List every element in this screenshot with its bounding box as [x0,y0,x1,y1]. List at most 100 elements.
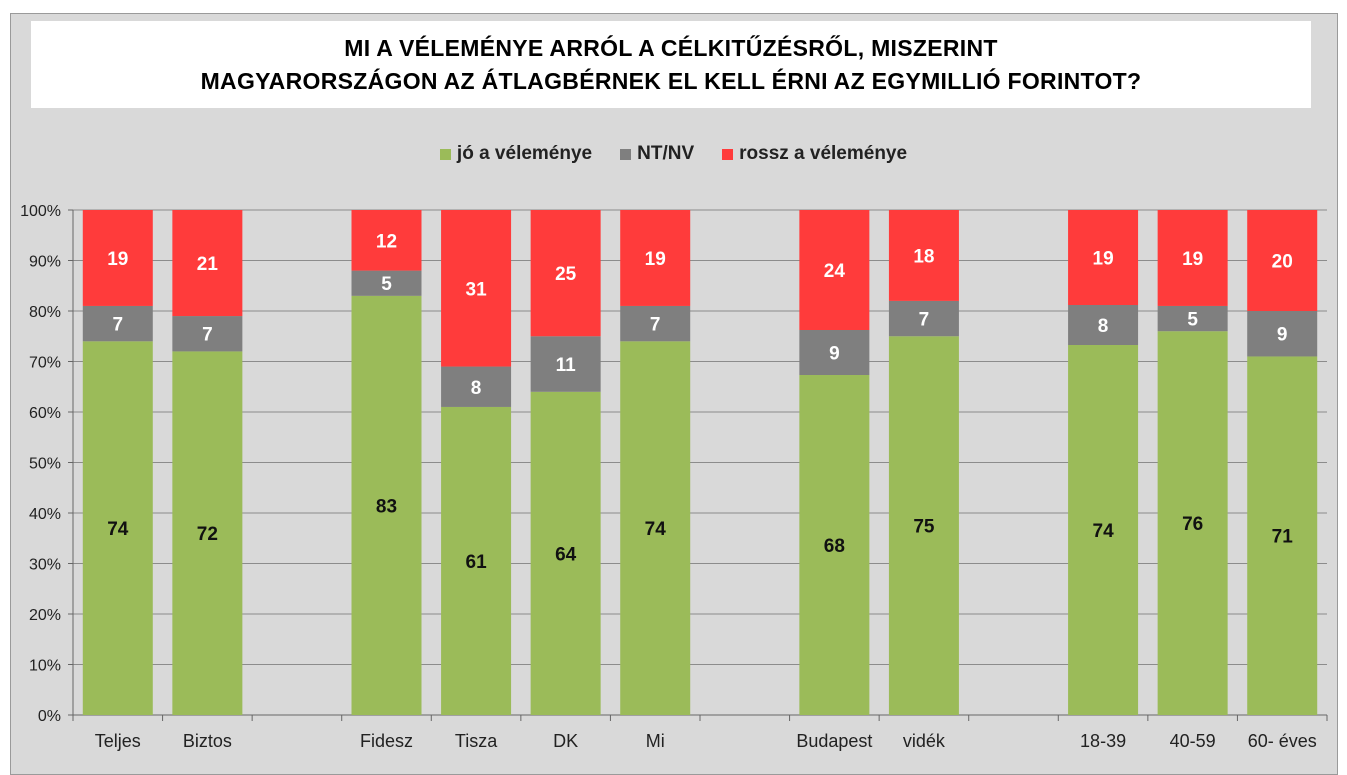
bar-segment [1157,305,1228,332]
data-label: 19 [645,249,666,270]
bar-segment [82,341,153,715]
data-label: 8 [471,378,482,399]
data-label: 74 [645,519,667,540]
bar-segment [1247,311,1318,357]
data-label: 72 [197,524,218,545]
bar-segment [1247,210,1318,311]
bar-segment [1157,331,1228,715]
plot-area: 0%10%20%30%40%50%60%70%80%90%100%74719Te… [20,203,1328,751]
bar-segment [530,336,601,392]
bar-segment [351,270,422,296]
data-label: 74 [107,519,129,540]
bar-segment [888,210,959,301]
y-tick-label: 50% [29,456,61,473]
data-label: 75 [913,517,935,538]
bar-segment [1068,345,1139,715]
chart-title: MI A VÉLEMÉNYE ARRÓL A CÉLKITŰZÉSRŐL, MI… [31,21,1311,108]
legend-item-jo: jó a véleménye [439,143,593,165]
data-label: 61 [466,552,488,573]
category-label: 18-39 [1080,731,1126,751]
y-tick-label: 10% [29,658,61,675]
data-label: 83 [376,496,397,517]
bar-segment [441,406,512,715]
bar-segment [799,210,870,330]
legend-label: rossz a véleménye [739,143,908,164]
bar-segment [620,341,691,715]
bar-segment [1247,356,1318,715]
data-label: 7 [919,310,930,331]
data-label: 64 [555,544,577,565]
bar-segment [530,391,601,715]
legend-item-ntnv: NT/NV [620,143,694,165]
legend-item-rossz: rossz a véleménye [722,143,907,165]
bar-segment [351,210,422,271]
category-label: Budapest [796,731,872,751]
bar-segment [441,210,512,367]
legend-swatch [620,148,632,160]
y-tick-label: 0% [38,708,61,725]
title-line-1: MI A VÉLEMÉNYE ARRÓL A CÉLKITŰZÉSRŐL, MI… [344,34,998,61]
bar-segment [1157,210,1228,306]
y-tick-label: 60% [29,405,61,422]
data-label: 8 [1098,316,1109,337]
bar-segment [441,366,512,407]
bar-segment [1068,305,1139,345]
legend-label: jó a véleménye [456,143,593,164]
y-tick-label: 90% [29,254,61,271]
data-label: 20 [1272,252,1293,273]
category-label: Teljes [95,731,141,751]
legend-swatch [439,148,451,160]
bar-segment [888,300,959,337]
data-label: 5 [1187,310,1198,331]
category-label: vidék [903,731,946,751]
title-line-2: MAGYARORSZÁGON AZ ÁTLAGBÉRNEK EL KELL ÉR… [200,67,1142,94]
data-label: 21 [197,254,219,275]
bar-segment [620,210,691,306]
bar-segment [82,210,153,306]
data-label: 76 [1182,514,1203,535]
data-label: 5 [381,274,392,295]
bar-segment [799,375,870,715]
category-label: Mi [646,731,665,751]
data-label: 24 [824,261,846,282]
data-label: 19 [107,249,128,270]
bar-segment [172,210,243,317]
y-tick-label: 100% [20,203,61,220]
data-label: 71 [1272,527,1294,548]
bar-segment [351,295,422,715]
data-label: 9 [1277,325,1288,346]
legend-label: NT/NV [637,143,695,164]
data-label: 9 [829,344,840,365]
bar-segment [172,316,243,352]
category-label: 60- éves [1248,731,1317,751]
category-label: DK [553,731,578,751]
y-tick-label: 80% [29,304,61,321]
bar-segment [799,330,870,375]
category-label: 40-59 [1170,731,1216,751]
bar-segment [1068,210,1139,305]
data-label: 11 [556,355,577,376]
category-label: Fidesz [360,731,413,751]
data-label: 18 [913,246,934,267]
y-tick-label: 70% [29,355,61,372]
y-tick-label: 40% [29,506,61,523]
data-label: 19 [1093,249,1114,270]
data-label: 31 [466,279,488,300]
data-label: 7 [650,315,661,336]
data-label: 7 [112,315,123,336]
data-label: 25 [555,264,577,285]
data-label: 68 [824,536,845,557]
data-label: 19 [1182,249,1203,270]
legend-swatch [722,148,734,160]
data-label: 74 [1093,521,1115,542]
bar-segment [888,336,959,715]
y-tick-label: 30% [29,557,61,574]
bar-segment [620,305,691,342]
category-label: Biztos [183,731,232,751]
data-label: 7 [202,325,213,346]
bar-segment [172,351,243,715]
category-label: Tisza [455,731,498,751]
data-label: 12 [376,231,397,252]
bar-segment [82,305,153,342]
legend: jó a véleménye NT/NV rossz a véleménye [0,143,1347,165]
